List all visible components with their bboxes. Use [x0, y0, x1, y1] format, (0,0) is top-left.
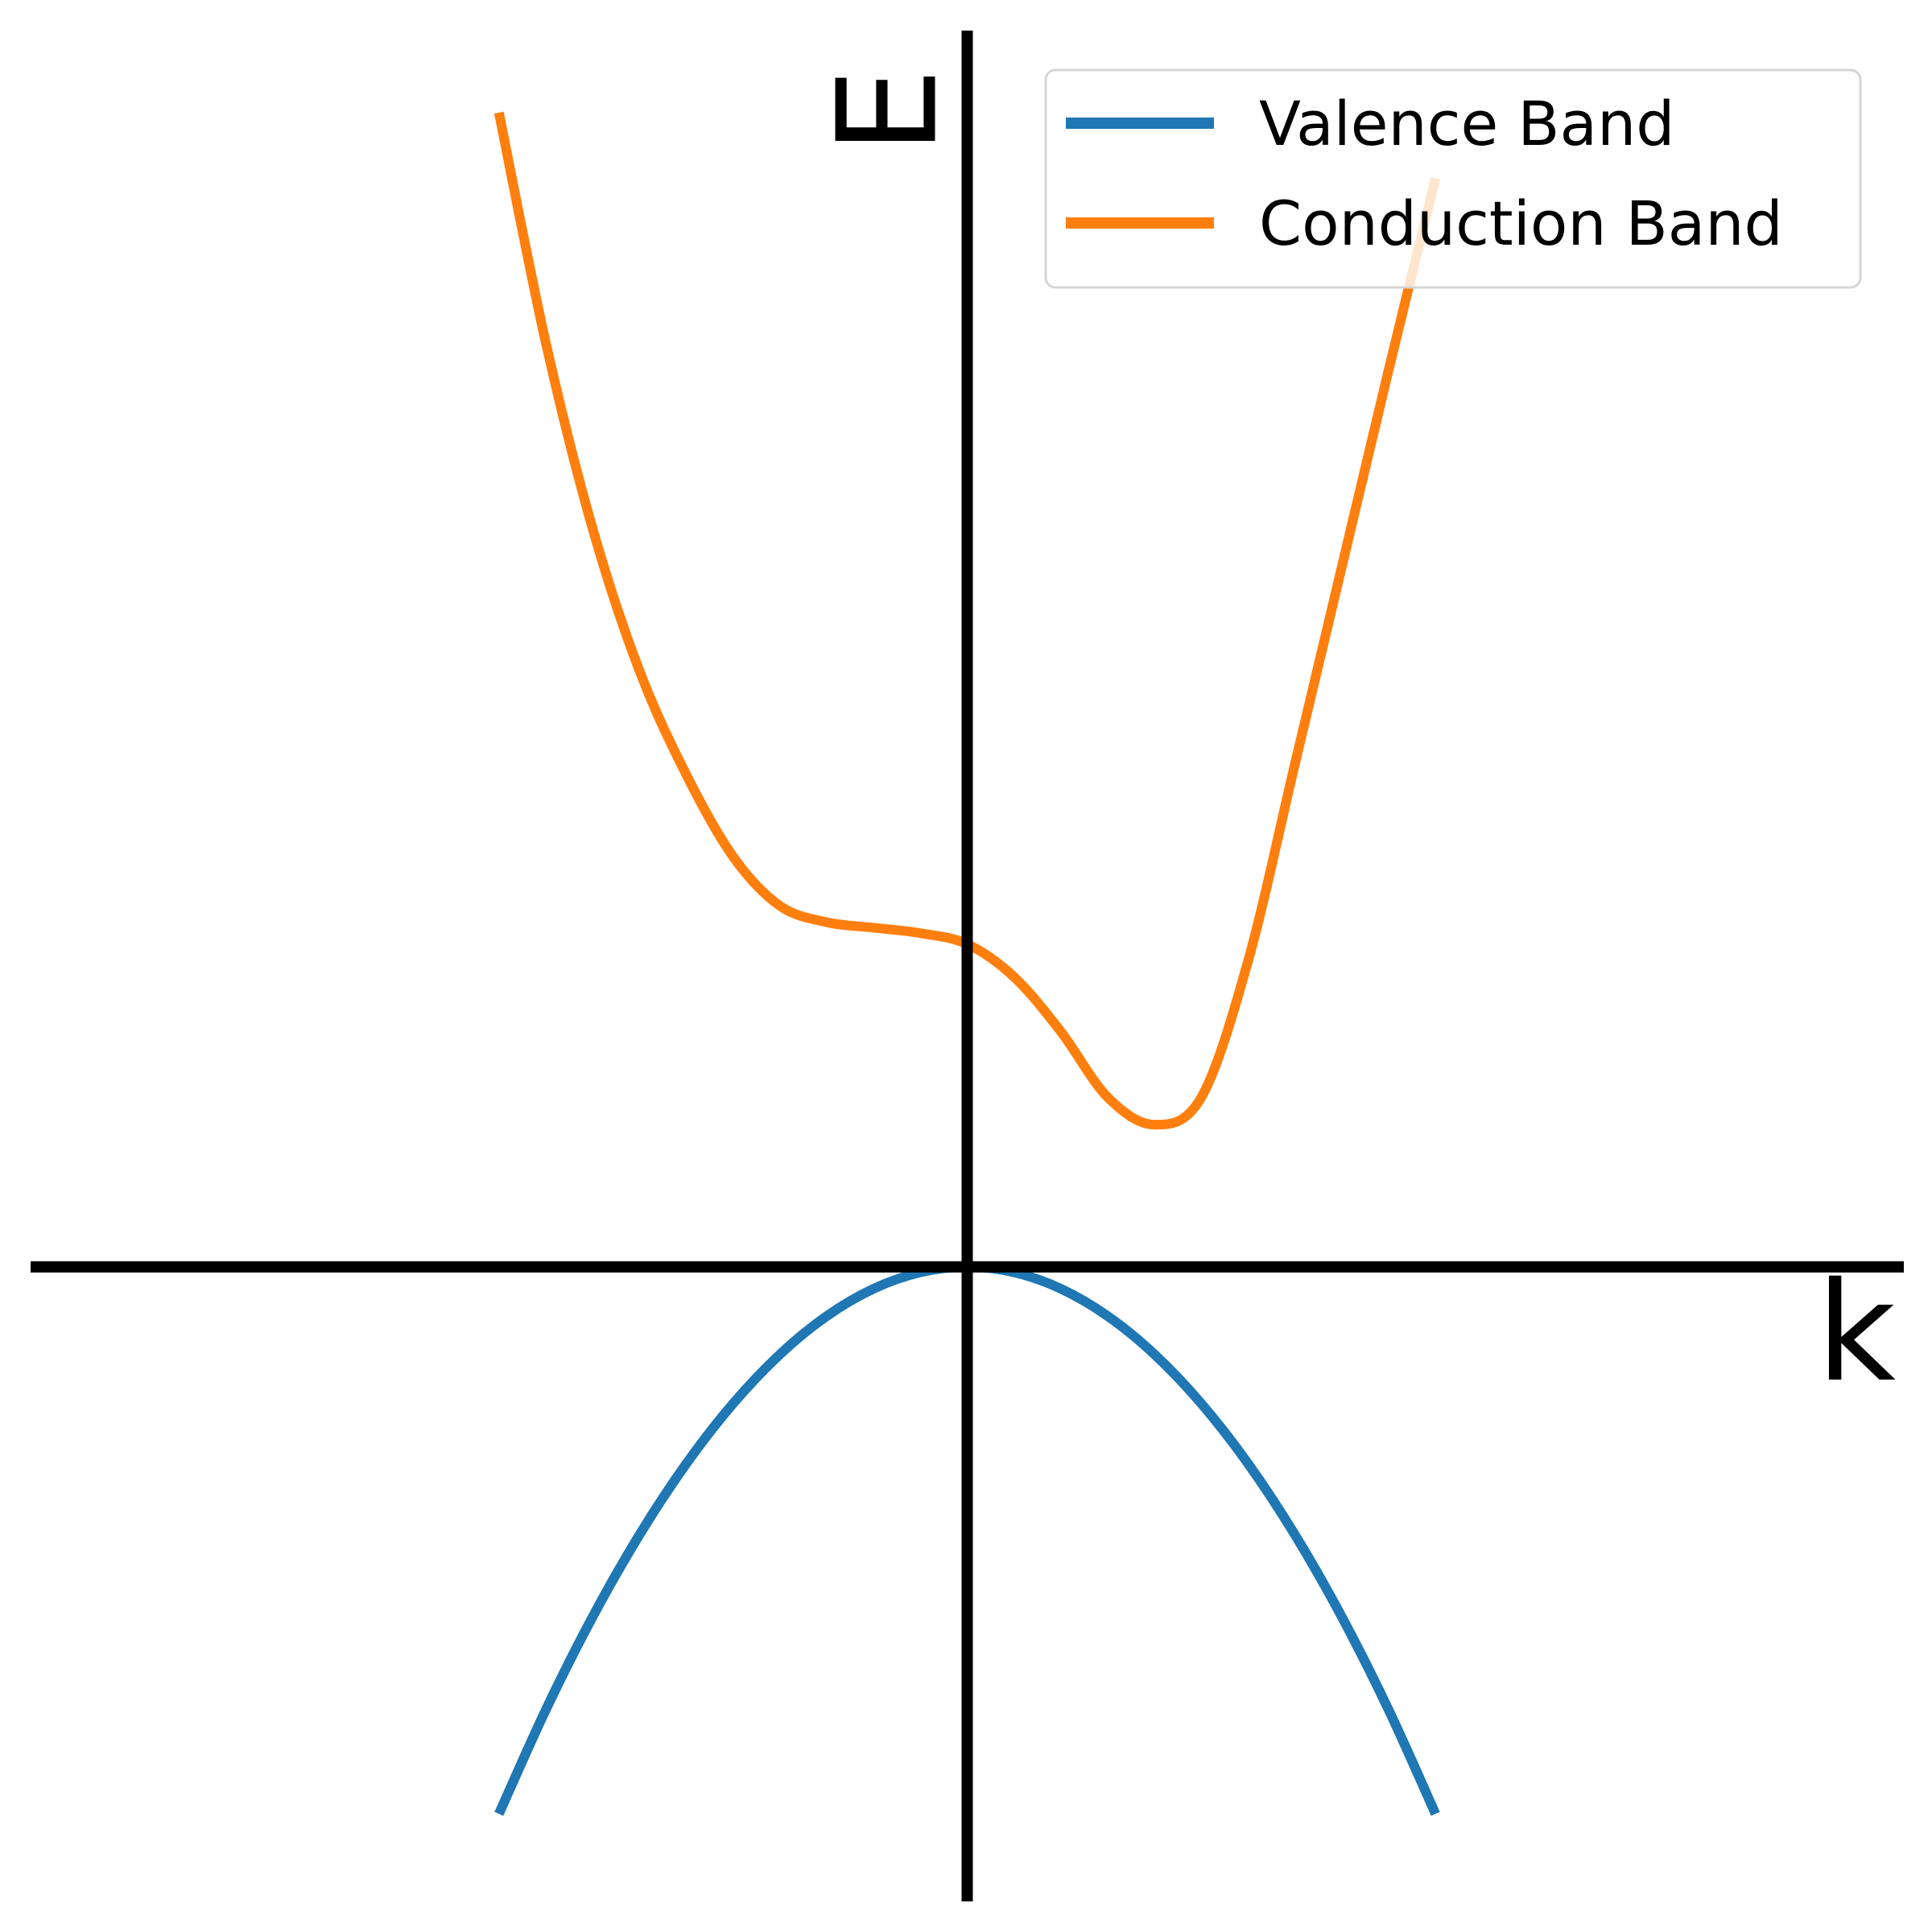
legend-frame: [1044, 68, 1862, 289]
x-axis-label: k: [1817, 1253, 1896, 1413]
y-axis-label: E: [809, 68, 968, 154]
legend-label: Valence Band: [1259, 88, 1675, 159]
data-line: [493, 111, 1441, 1130]
legend: Valence Band Conduction Band: [1044, 68, 1862, 289]
legend-label: Conduction Band: [1259, 188, 1783, 259]
